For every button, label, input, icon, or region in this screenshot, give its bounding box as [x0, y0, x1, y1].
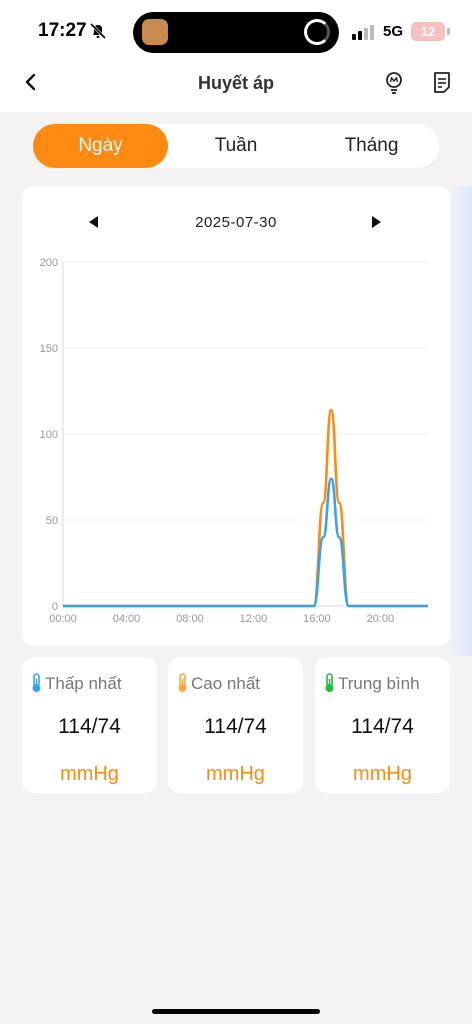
- blood-pressure-chart: 0 50 100 150 200 00:00 04:00 08:00 12:00 16:00 20:…: [40, 257, 428, 625]
- side-shadow: [448, 186, 472, 656]
- stat-card-min: Thấp nhất 114/74 mmHg: [22, 657, 157, 793]
- home-indicator: [152, 1009, 320, 1014]
- stat-head: Cao nhất: [177, 673, 260, 694]
- x-tick-label: 08:00: [176, 613, 204, 625]
- series-line-0: [63, 408, 428, 608]
- stat-value: 114/74: [204, 715, 267, 738]
- tab-month[interactable]: Tháng: [344, 135, 399, 156]
- stat-head: Trung bình: [324, 673, 420, 694]
- battery-icon: 12: [411, 22, 445, 41]
- date-label: 2025-07-30: [195, 214, 277, 231]
- period-tabs: Ngày Tuần Tháng: [33, 124, 439, 168]
- y-tick-label: 150: [40, 343, 58, 355]
- stat-card-average: Trung bình 114/74 mmHg: [315, 657, 450, 793]
- status-time: 17:27: [38, 20, 87, 41]
- stat-unit: mmHg: [60, 763, 119, 785]
- stat-value: 114/74: [351, 715, 414, 738]
- x-tick-label: 20:00: [367, 613, 395, 625]
- stat-label: Thấp nhất: [45, 674, 122, 693]
- signal-icon: [352, 25, 374, 40]
- x-tick-label: 16:00: [303, 613, 331, 625]
- stat-card-max: Cao nhất 114/74 mmHg: [168, 657, 303, 793]
- nav-bar: Huyết áp: [0, 64, 472, 112]
- x-tick-label: 12:00: [240, 613, 268, 625]
- series-line-1: [63, 477, 428, 608]
- battery-level: 12: [420, 24, 436, 39]
- tab-day[interactable]: Ngày: [33, 124, 168, 168]
- stat-unit: mmHg: [353, 763, 412, 785]
- x-tick-label: 00:00: [49, 613, 77, 625]
- thermometer-green-icon: [325, 673, 334, 692]
- tab-week[interactable]: Tuần: [214, 135, 258, 156]
- next-date-icon[interactable]: [370, 212, 384, 232]
- y-tick-label: 100: [40, 429, 58, 441]
- bell-muted-icon: [89, 22, 107, 40]
- thermometer-blue-icon: [32, 673, 41, 692]
- app-activity-icon: [142, 19, 168, 45]
- stat-value: 114/74: [58, 715, 121, 738]
- previous-date-icon[interactable]: [86, 212, 100, 232]
- battery-cap: [447, 28, 450, 35]
- stat-label: Cao nhất: [191, 674, 260, 693]
- page-title: Huyết áp: [197, 73, 275, 93]
- status-bar: 17:27 5G 12: [0, 0, 472, 64]
- thermometer-orange-icon: [178, 673, 187, 692]
- stat-unit: mmHg: [206, 763, 265, 785]
- y-tick-label: 0: [52, 601, 58, 613]
- y-tick-label: 50: [46, 515, 58, 527]
- y-tick-label: 200: [40, 257, 58, 269]
- x-tick-label: 04:00: [113, 613, 141, 625]
- stat-head: Thấp nhất: [31, 673, 122, 694]
- stat-label: Trung bình: [338, 674, 420, 693]
- report-icon[interactable]: [430, 70, 454, 96]
- back-arrow-icon[interactable]: [20, 68, 44, 96]
- dynamic-island: [133, 12, 339, 53]
- chart-card: 2025-07-30 0 50 100 150 200 00:00 04:00 08:00 12…: [22, 186, 450, 646]
- network-type: 5G: [383, 23, 404, 40]
- lightbulb-icon[interactable]: [382, 70, 406, 96]
- activity-ring-icon: [304, 19, 330, 45]
